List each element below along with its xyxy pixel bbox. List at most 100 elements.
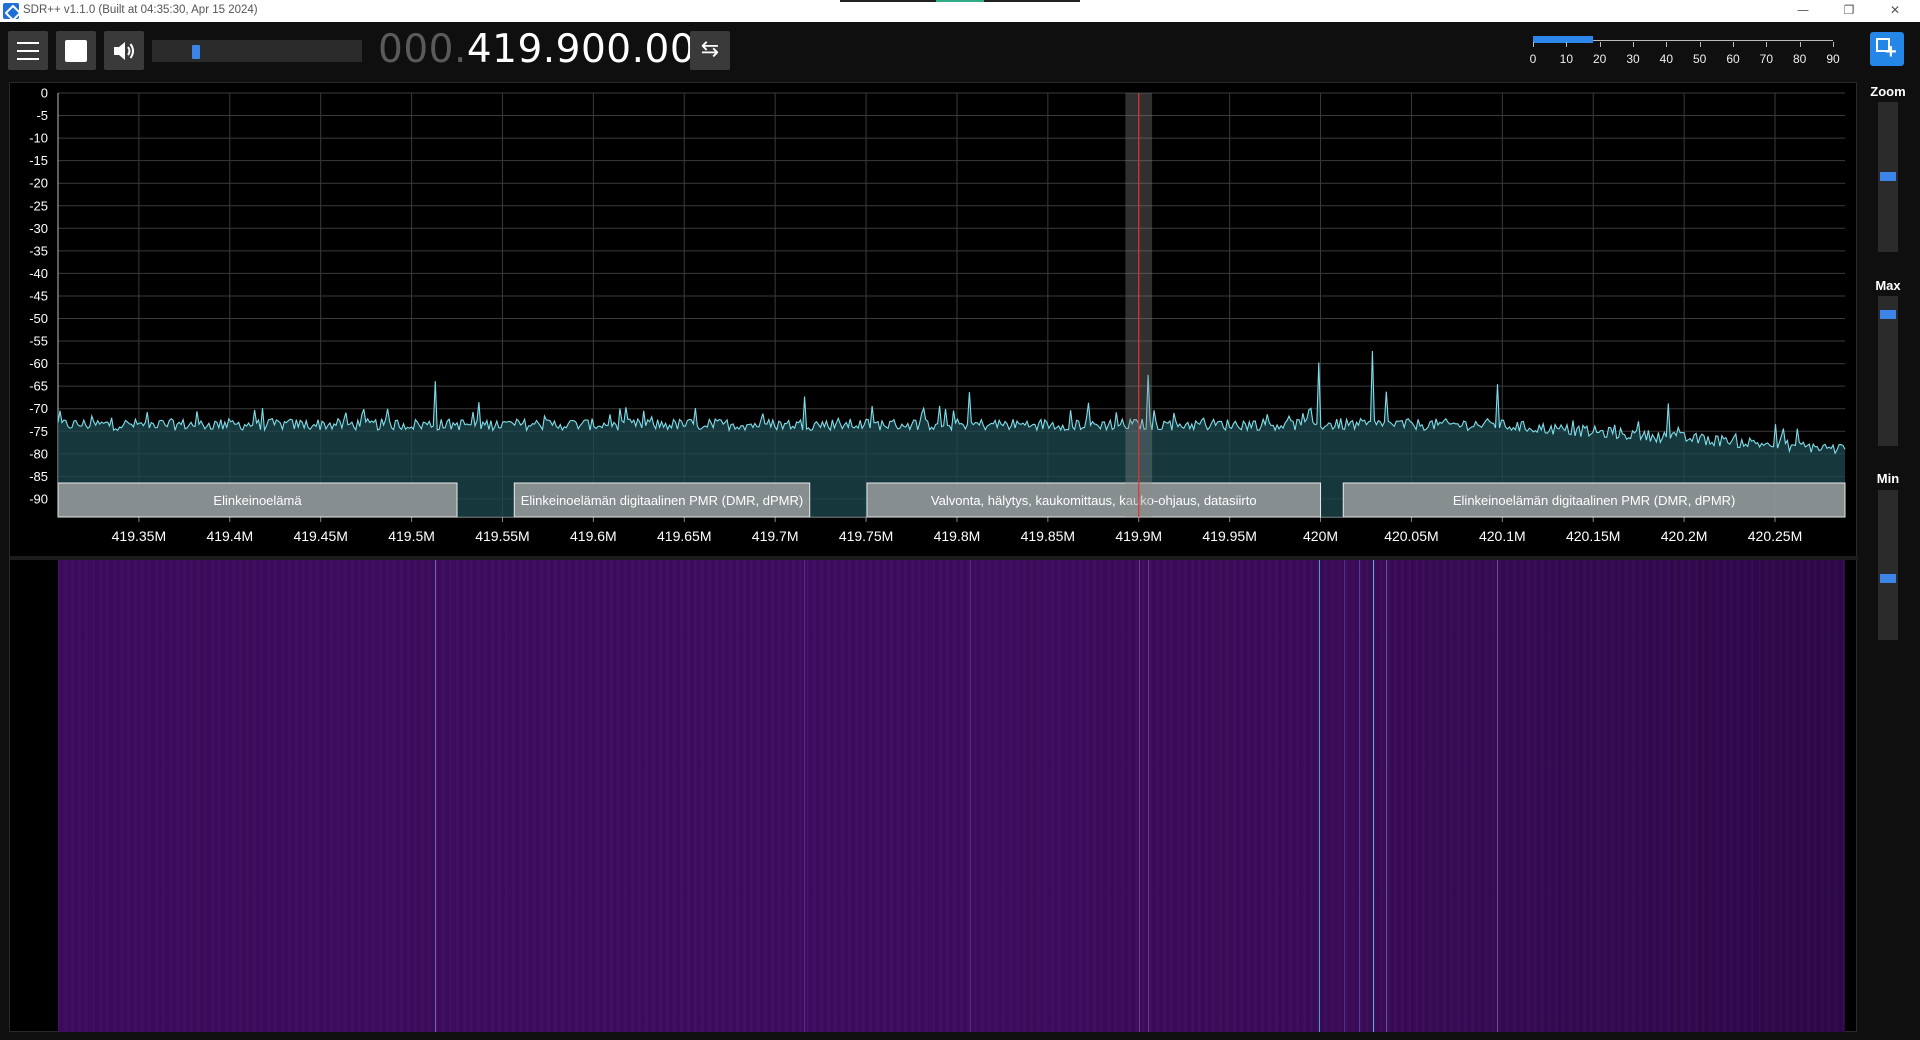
min-label: Min [1876, 471, 1900, 486]
frequency-leading-digits[interactable]: 000. [378, 27, 467, 72]
frequency-band[interactable]: Elinkeinoelämän digitaalinen PMR (DMR, d… [1342, 482, 1846, 518]
snr-meter-label: 80 [1792, 52, 1807, 66]
window-title-bar: SDR++ v1.1.0 (Built at 04:35:30, Apr 15 … [0, 0, 1920, 22]
frequency-digits[interactable]: 419.900.000 [466, 27, 721, 72]
tuning-mode-button[interactable]: ⇆ [690, 31, 730, 70]
freq-axis-label: 420M [1303, 528, 1338, 544]
freq-axis-label: 420.1M [1479, 528, 1526, 544]
volume-slider[interactable] [152, 40, 362, 62]
db-axis-label: -60 [29, 356, 48, 371]
db-axis-label: -85 [29, 469, 48, 484]
snr-meter-tick [1766, 42, 1768, 47]
hamburger-line [17, 50, 39, 52]
snr-meter-label: 10 [1559, 52, 1574, 66]
frequency-band[interactable]: Valvonta, hälytys, kaukomittaus, kauko-o… [866, 482, 1322, 518]
zoom-label: Zoom [1870, 84, 1906, 99]
freq-axis-label: 419.45M [293, 528, 347, 544]
snr-meter-tick [1699, 42, 1701, 47]
zoom-slider-grab[interactable] [1880, 172, 1896, 181]
snr-meter: 0 10 20 30 40 50 60 70 80 90 [1529, 34, 1840, 70]
frequency-band[interactable]: Elinkeinoelämä [57, 482, 458, 518]
min-db-slider[interactable] [1878, 490, 1898, 640]
db-axis-label: -90 [29, 491, 48, 506]
snr-meter-label: 50 [1692, 52, 1707, 66]
volume-slider-grab[interactable] [192, 45, 200, 59]
frequency-band-box[interactable] [57, 482, 458, 518]
snr-meter-tick [1733, 42, 1734, 47]
stop-button[interactable] [56, 31, 96, 70]
db-axis-label: -20 [29, 176, 48, 191]
waterfall-signal-trace [804, 560, 806, 1032]
speaker-icon [114, 42, 134, 60]
db-axis-label: -50 [29, 311, 48, 326]
snr-meter-track [1533, 40, 1833, 41]
frequency-band-box[interactable] [513, 482, 811, 518]
close-icon[interactable]: ✕ [1889, 3, 1901, 17]
max-db-slider-grab[interactable] [1880, 310, 1896, 319]
waterfall-signal-trace [1147, 560, 1149, 1032]
snr-meter-tick [1833, 42, 1834, 47]
max-db-slider[interactable] [1878, 296, 1898, 446]
min-db-slider-grab[interactable] [1880, 574, 1896, 583]
freq-axis-label: 419.55M [475, 528, 529, 544]
mute-button[interactable] [104, 31, 144, 70]
waterfall-signal-trace [1496, 560, 1498, 1032]
freq-axis-label: 419.65M [657, 528, 711, 544]
menu-button[interactable] [8, 31, 48, 70]
db-axis-label: -30 [29, 221, 48, 236]
spectrum-trace [57, 350, 1846, 455]
frequency-band-label: Elinkeinoelämän digitaalinen PMR (DMR, d… [1453, 493, 1736, 508]
snr-meter-tick [1566, 42, 1568, 47]
waterfall-vfo-trace [1138, 560, 1140, 1032]
swap-arrows-icon: ⇆ [700, 37, 720, 62]
snr-meter-tick [1599, 42, 1601, 47]
spectrum-plot[interactable]: Elinkeinoelämä Elinkeinoelämän digitaalin… [10, 83, 1858, 556]
waterfall-divider[interactable] [10, 556, 1858, 560]
frequency-band-box[interactable] [1342, 482, 1846, 518]
db-axis-label: 0 [41, 86, 48, 101]
freq-axis-label: 419.8M [934, 528, 981, 544]
waterfall-display[interactable] [58, 560, 1845, 1032]
sdrpp-logo-icon[interactable] [1870, 32, 1904, 66]
snr-meter-label: 90 [1826, 52, 1840, 66]
freq-axis-label: 420.25M [1748, 528, 1802, 544]
snr-meter-fill [1533, 36, 1593, 43]
zoom-slider[interactable] [1878, 102, 1898, 252]
waterfall-signal-trace [969, 560, 971, 1032]
freq-axis-label: 419.85M [1021, 528, 1075, 544]
db-axis-label: -65 [29, 379, 48, 394]
window-title: SDR++ v1.1.0 (Built at 04:35:30, Apr 15 … [23, 4, 258, 16]
waterfall-signal-trace [1358, 560, 1360, 1032]
freq-axis-label: 420.05M [1384, 528, 1438, 544]
freq-axis-label: 419.6M [570, 528, 617, 544]
max-label: Max [1875, 278, 1901, 293]
db-axis-label: -35 [29, 243, 48, 258]
snr-meter-label: 70 [1759, 52, 1774, 66]
frequency-display[interactable]: 000.419.900.000 [378, 27, 720, 72]
freq-axis-label: 420.15M [1566, 528, 1620, 544]
db-axis-label: -5 [36, 108, 48, 123]
freq-axis-label: 419.75M [839, 528, 893, 544]
db-axis-label: -55 [29, 334, 48, 349]
db-axis-label: -25 [29, 198, 48, 213]
db-axis-label: -70 [29, 401, 48, 416]
frequency-band-label: Valvonta, hälytys, kaukomittaus, kauko-o… [931, 493, 1257, 508]
freq-axis-label: 419.5M [388, 528, 435, 544]
title-bar-accent-highlight [936, 0, 984, 2]
freq-axis-label: 419.7M [752, 528, 799, 544]
snr-meter-label: 30 [1626, 52, 1640, 66]
waterfall-signal-trace [435, 560, 437, 1032]
snr-meter-label: 0 [1529, 52, 1537, 66]
snr-meter-label: 20 [1592, 52, 1607, 66]
waterfall-signal-trace [1373, 560, 1375, 1032]
fft-spectrum[interactable]: Elinkeinoelämä Elinkeinoelämän digitaalin… [10, 83, 1858, 556]
frequency-band-box[interactable] [866, 482, 1322, 518]
freq-axis-label: 419.9M [1115, 528, 1162, 544]
frequency-band[interactable]: Elinkeinoelämän digitaalinen PMR (DMR, d… [513, 482, 811, 518]
minimize-icon[interactable]: — [1797, 3, 1809, 17]
spectrum-fill [58, 351, 1845, 517]
snr-meter-tick [1799, 42, 1801, 47]
main-display-panel: Elinkeinoelämä Elinkeinoelämän digitaalin… [9, 82, 1858, 1032]
stop-icon [65, 40, 87, 62]
restore-icon[interactable]: ❐ [1843, 3, 1855, 17]
